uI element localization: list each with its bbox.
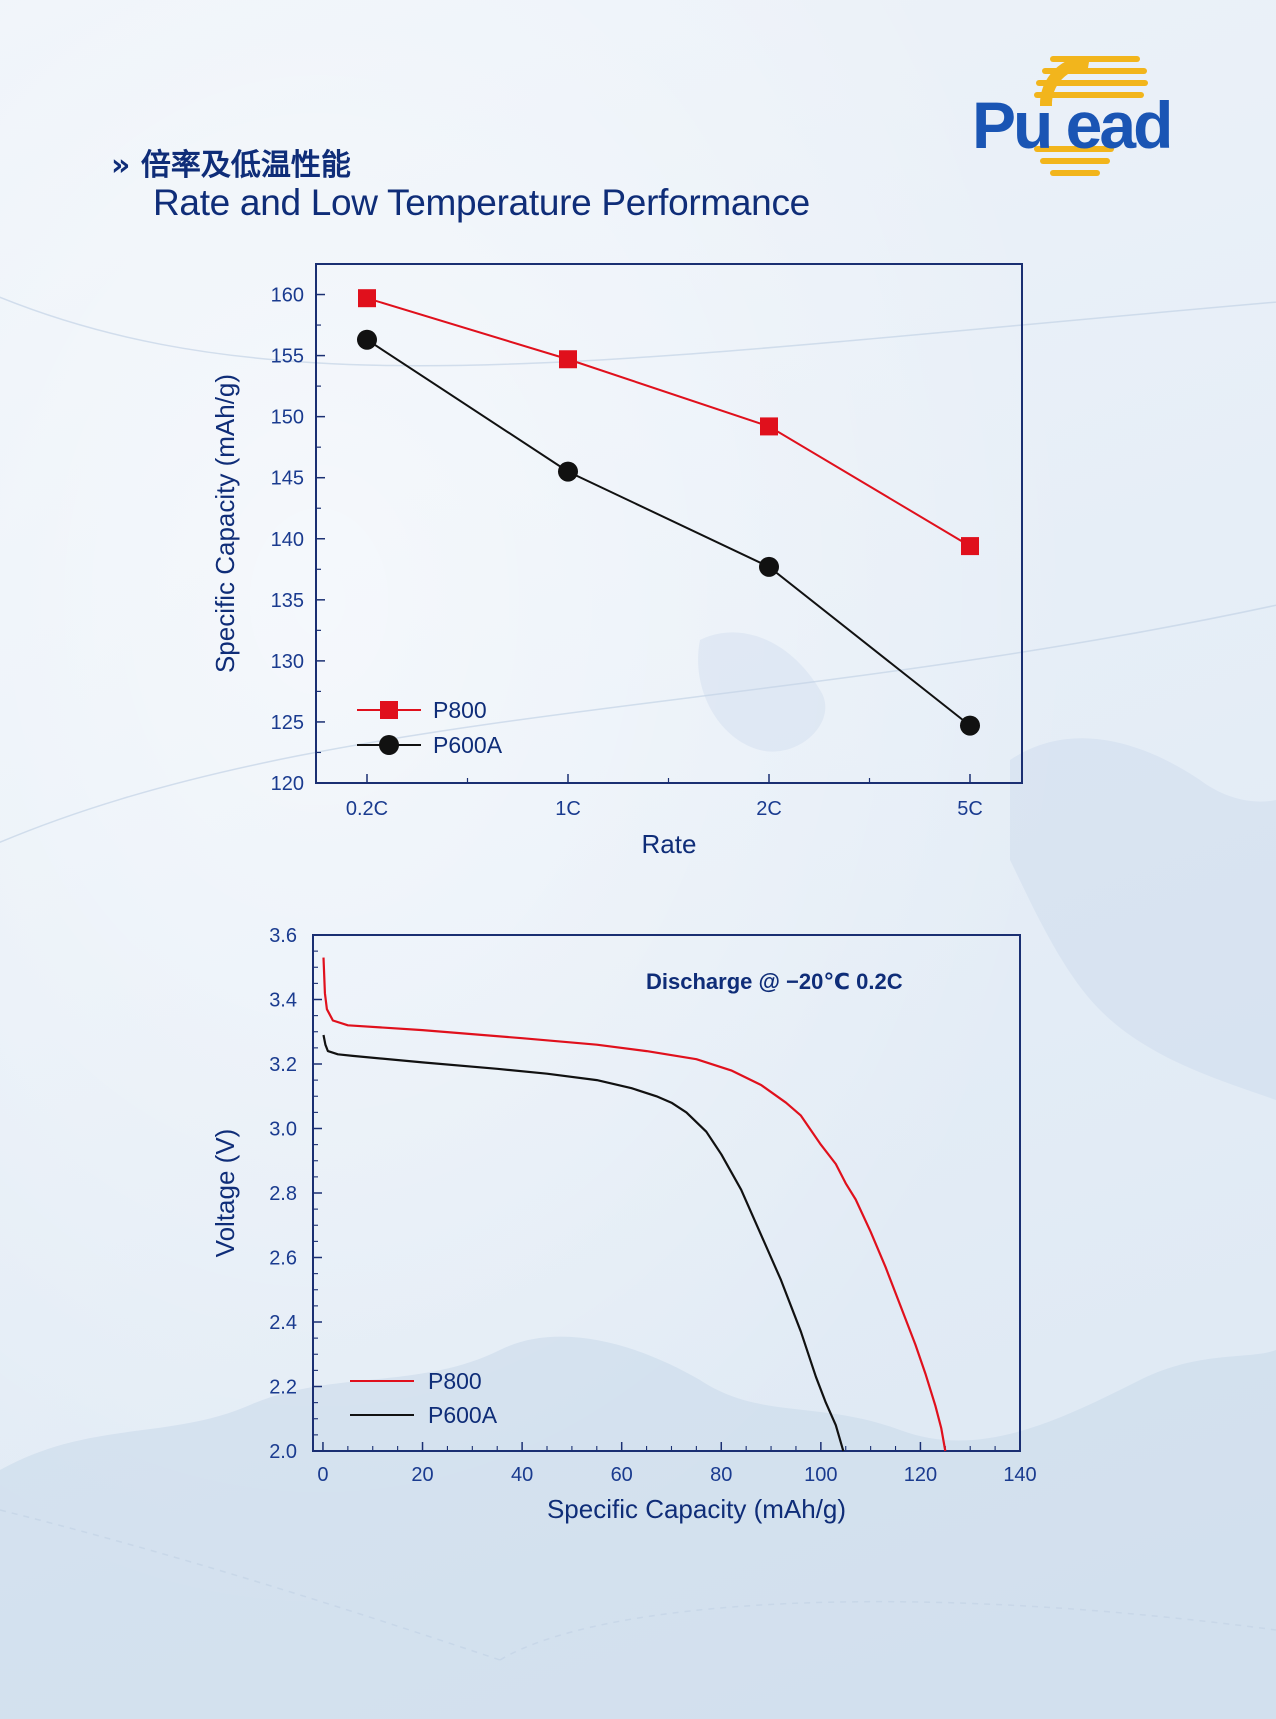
y-tick-label: 3.0	[269, 1119, 297, 1141]
legend-marker-p800	[380, 701, 398, 719]
x-tick-label: 0	[317, 1464, 328, 1486]
logo-sun-icon	[1034, 55, 1148, 176]
data-point-p600a	[960, 715, 980, 736]
y-tick-label: 2.6	[269, 1248, 297, 1270]
title-cn-text: 倍率及低温性能	[140, 148, 351, 183]
legend-marker-p600a	[379, 735, 399, 755]
series-curve-p600a	[322, 1034, 845, 1452]
y-tick-label: 155	[271, 346, 304, 368]
y-axis-title: Voltage (V)	[210, 1129, 240, 1258]
y-tick-label: 2.0	[269, 1441, 297, 1463]
y-tick-label: 3.2	[269, 1054, 297, 1076]
legend-label: P600A	[433, 732, 503, 758]
x-tick-label: 60	[611, 1464, 633, 1486]
data-point-p800	[961, 537, 979, 556]
title-en: Rate and Low Temperature Performance	[153, 182, 810, 223]
low-temp-chart: 2.0 2.2 2.4 2.6 2.8 3.0 3.2 3.4 3.6 0 20 40 60 80 100 1…	[210, 925, 1037, 1524]
y-tick-label: 2.2	[269, 1377, 297, 1399]
pulead-logo: Pu ead	[972, 55, 1173, 176]
data-point-p600a	[357, 329, 377, 350]
y-tick-label: 160	[271, 285, 304, 307]
x-tick-label: 40	[511, 1464, 533, 1486]
legend-label: P800	[433, 697, 487, 723]
x-tick-label: 20	[411, 1464, 433, 1486]
y-tick-label: 2.8	[269, 1183, 297, 1205]
x-tick-label: 80	[710, 1464, 732, 1486]
x-tick-label: 0.2C	[346, 798, 388, 820]
x-tick-label: 2C	[756, 798, 782, 820]
y-tick-label: 3.6	[269, 925, 297, 947]
data-point-p800	[760, 417, 778, 436]
y-tick-label: 2.4	[269, 1312, 297, 1334]
x-tick-label: 140	[1003, 1464, 1036, 1486]
y-tick-label: 120	[271, 773, 304, 795]
y-tick-label: 3.4	[269, 990, 297, 1012]
y-tick-label: 140	[271, 529, 304, 551]
y-tick-label: 150	[271, 407, 304, 429]
logo-text: Pu ead	[972, 88, 1170, 162]
plot-frame	[315, 263, 1023, 784]
data-point-p800	[559, 350, 577, 369]
y-tick-label: 130	[271, 651, 304, 673]
x-axis-title: Specific Capacity (mAh/g)	[547, 1494, 846, 1524]
y-tick-label: 145	[271, 468, 304, 490]
y-tick-label: 135	[271, 590, 304, 612]
series-line-p800	[366, 297, 971, 547]
annotation: Discharge @ −20℃ 0.2C	[646, 969, 903, 994]
x-tick-label: 100	[804, 1464, 837, 1486]
x-axis-title: Rate	[642, 829, 697, 859]
x-tick-label: 5C	[957, 798, 983, 820]
y-axis-title: Specific Capacity (mAh/g)	[210, 374, 240, 673]
plot-frame	[312, 934, 1021, 1452]
legend-label: P600A	[428, 1402, 498, 1428]
data-point-p600a	[558, 461, 578, 482]
legend-label: P800	[428, 1368, 482, 1394]
data-point-p800	[358, 289, 376, 308]
y-tick-label: 125	[271, 712, 304, 734]
x-tick-label: 120	[904, 1464, 937, 1486]
rate-chart: 120 125 130 135 140 145 150 155 160 0.2C 1C 2C 5C Rat…	[210, 263, 1023, 859]
x-tick-label: 1C	[555, 798, 581, 820]
data-point-p600a	[759, 556, 779, 577]
chevron-icon: »	[111, 148, 131, 183]
title-cn: » 倍率及低温性能	[111, 140, 351, 184]
series-curve-p800	[322, 957, 947, 1452]
series-line-p600a	[366, 338, 971, 727]
